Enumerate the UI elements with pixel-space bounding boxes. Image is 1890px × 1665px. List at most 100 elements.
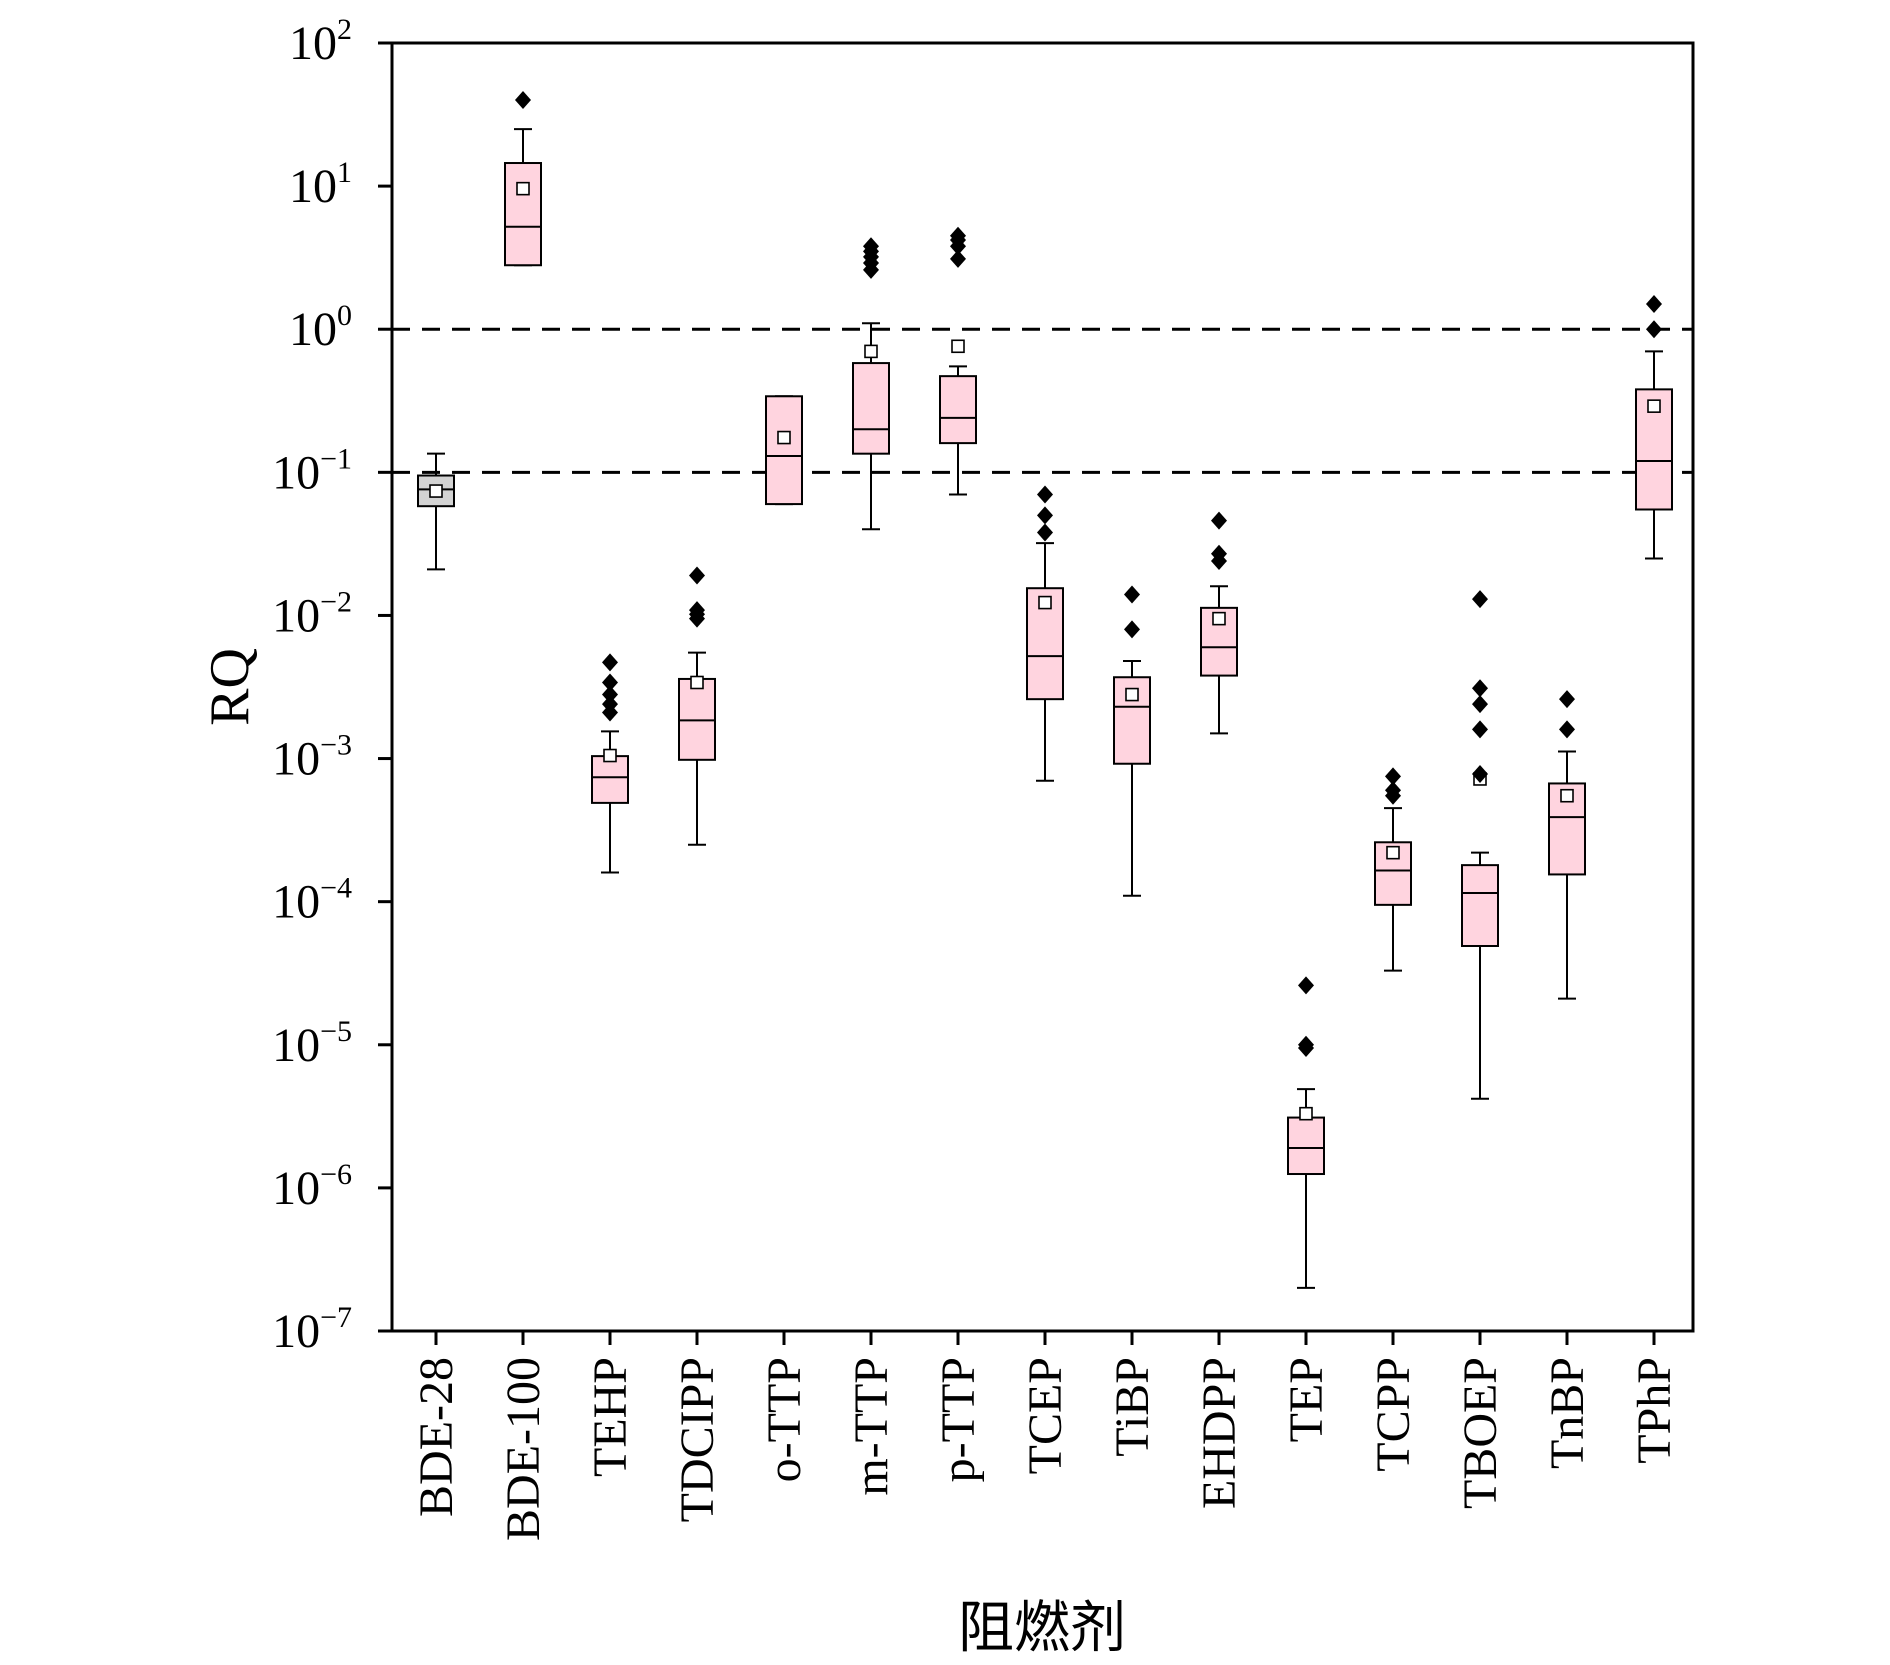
outlier-point: [602, 673, 618, 692]
y-tick-base: 10: [289, 160, 337, 213]
outlier-point: [1211, 544, 1227, 563]
mean-marker: [1386, 845, 1400, 860]
y-tick-base: 10: [289, 303, 337, 356]
outlier-point: [1298, 976, 1314, 995]
x-category-label: TEP: [1280, 1357, 1333, 1442]
mean-marker: [603, 748, 617, 763]
mean-marker: [951, 339, 965, 354]
x-category-label: TPhP: [1628, 1357, 1681, 1464]
y-tick-exponent: 0: [337, 299, 352, 332]
y-tick-exponent: −4: [320, 872, 352, 905]
box-iqr: [1461, 864, 1499, 948]
box-TnBP: [1548, 690, 1586, 1000]
reference-lines: [392, 327, 1693, 474]
x-category-label: EHDPP: [1193, 1357, 1246, 1509]
outlier-point: [1559, 720, 1575, 739]
box-TPhP: [1635, 295, 1673, 560]
outlier-point: [602, 695, 618, 714]
y-axis-label: RQ: [199, 648, 261, 726]
y-tick-base: 10: [289, 17, 337, 70]
y-tick-base: 10: [272, 876, 320, 929]
y-tick-base: 10: [272, 1305, 320, 1358]
y-tick-label: 10−6: [272, 1158, 352, 1215]
x-category-label: o-TTP: [758, 1357, 811, 1482]
x-category-label: TiBP: [1106, 1357, 1159, 1457]
y-tick-base: 10: [272, 1019, 320, 1072]
x-category-label: BDE-100: [497, 1357, 550, 1541]
y-tick-exponent: −3: [320, 729, 352, 762]
y-tick-base: 10: [272, 733, 320, 786]
x-axis-label: 阻燃剂: [958, 1598, 1126, 1660]
box-iqr: [504, 162, 542, 267]
x-category-label: BDE-28: [410, 1357, 463, 1517]
outlier-point: [1385, 781, 1401, 800]
y-tick-base: 10: [272, 1162, 320, 1215]
mean-marker: [1038, 595, 1052, 610]
outlier-point: [1472, 720, 1488, 739]
box-BDE-28: [417, 452, 455, 571]
box-iqr: [852, 362, 890, 455]
x-category-label: TBOEP: [1454, 1357, 1507, 1509]
outlier-point: [602, 685, 618, 704]
y-tick-exponent: −7: [320, 1301, 352, 1334]
box-TBOEP: [1461, 590, 1499, 1100]
outlier-point: [1472, 695, 1488, 714]
outlier-point: [515, 90, 531, 109]
y-tick-label: 102: [289, 13, 352, 70]
outlier-point: [1559, 690, 1575, 709]
outlier-point: [1646, 320, 1662, 339]
y-tick-exponent: 1: [337, 156, 352, 189]
outlier-point: [950, 226, 966, 245]
mean-marker: [1299, 1106, 1313, 1121]
outlier-point: [1037, 523, 1053, 542]
box-BDE-100: [504, 90, 542, 267]
outlier-point: [1124, 585, 1140, 604]
y-tick-label: 100: [289, 299, 352, 356]
mean-marker: [1212, 611, 1226, 626]
mean-marker: [690, 675, 704, 690]
outlier-point: [1037, 506, 1053, 525]
y-tick-label: 101: [289, 156, 352, 213]
mean-marker: [516, 181, 530, 196]
box-iqr: [1287, 1116, 1325, 1176]
outlier-point: [1211, 511, 1227, 530]
box-iqr: [591, 755, 629, 804]
outlier-point: [1472, 590, 1488, 609]
box-TiBP: [1113, 585, 1151, 897]
y-tick-label: 10−4: [272, 872, 352, 929]
box-iqr: [765, 395, 803, 506]
x-category-label: TEHP: [584, 1357, 637, 1477]
y-tick-exponent: −6: [320, 1158, 352, 1191]
y-tick-exponent: −5: [320, 1015, 352, 1048]
box-p-TTP: [939, 226, 977, 496]
y-tick-exponent: −1: [320, 442, 352, 475]
y-tick-base: 10: [272, 446, 320, 499]
outlier-point: [1298, 1035, 1314, 1054]
mean-marker: [777, 430, 791, 445]
outlier-point: [602, 653, 618, 672]
outlier-point: [1472, 764, 1488, 783]
outlier-point: [689, 566, 705, 585]
box-TCPP: [1374, 767, 1412, 972]
plot-area-frame: [390, 41, 1695, 1333]
box-TCEP: [1026, 485, 1064, 782]
outlier-point: [689, 601, 705, 620]
x-category-label: TCEP: [1019, 1357, 1072, 1474]
y-tick-label: 10−7: [272, 1301, 352, 1358]
x-axis: BDE-28 BDE-100 TEHP TDCIPP o-TTP m-TTP p-TTP TC…: [410, 1331, 1681, 1541]
y-tick-label: 10−5: [272, 1015, 352, 1072]
mean-marker: [864, 344, 878, 359]
y-tick-label: 10−1: [272, 442, 352, 499]
x-category-label: m-TTP: [845, 1357, 898, 1496]
x-category-label: TDCIPP: [671, 1357, 724, 1522]
box-EHDPP: [1200, 511, 1238, 735]
box-TDCIPP: [678, 566, 716, 846]
box-TEHP: [591, 653, 629, 874]
x-category-label: TCPP: [1367, 1357, 1420, 1472]
box-iqr: [939, 375, 977, 445]
x-category-label: p-TTP: [932, 1357, 985, 1482]
outlier-point: [1472, 679, 1488, 698]
outlier-point: [1385, 767, 1401, 786]
